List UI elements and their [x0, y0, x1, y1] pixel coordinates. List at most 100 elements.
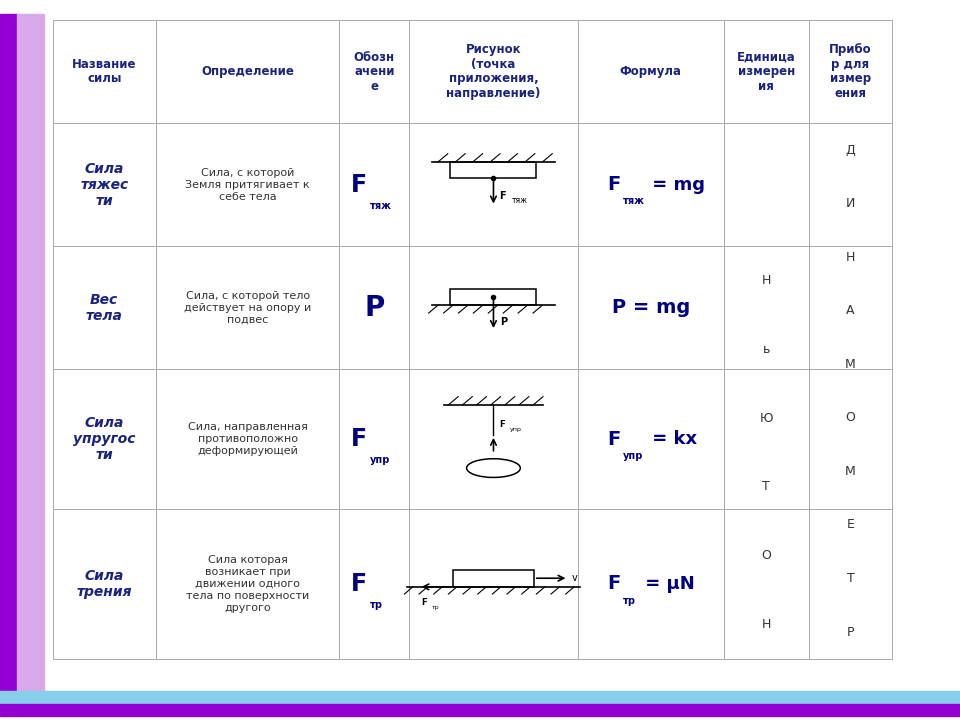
Text: F: F — [350, 572, 367, 596]
Text: Сила, с которой тело
действует на опору и
подвес: Сила, с которой тело действует на опору … — [184, 291, 311, 325]
Text: v: v — [572, 573, 578, 583]
Bar — [53, 369, 156, 509]
Text: Формула: Формула — [619, 66, 682, 78]
Bar — [53, 509, 156, 659]
Text: Н: Н — [846, 251, 855, 264]
Text: О: О — [846, 411, 855, 424]
Bar — [578, 246, 724, 369]
Bar — [409, 246, 578, 369]
Bar — [156, 20, 340, 123]
Text: упр: упр — [623, 451, 643, 461]
Text: О: О — [761, 549, 771, 562]
Bar — [808, 20, 892, 123]
Text: = mg: = mg — [646, 176, 705, 194]
Text: P: P — [500, 318, 508, 328]
Bar — [156, 509, 340, 659]
Bar — [409, 509, 578, 659]
Text: = kx: = kx — [646, 431, 697, 449]
Bar — [156, 123, 340, 246]
Text: А: А — [846, 305, 854, 318]
Bar — [340, 123, 409, 246]
Text: тяж: тяж — [512, 196, 528, 205]
Text: упр: упр — [370, 455, 390, 465]
Text: Сила которая
возникает при
движении одного
тела по поверхности
другого: Сила которая возникает при движении одно… — [186, 555, 309, 613]
Text: Единица
измерен
ия: Единица измерен ия — [737, 50, 796, 93]
Text: тр: тр — [370, 600, 382, 610]
Text: Н: Н — [761, 274, 771, 287]
Text: упр: упр — [510, 427, 521, 432]
Bar — [578, 509, 724, 659]
Bar — [724, 123, 808, 246]
Bar — [340, 369, 409, 509]
Text: F: F — [421, 598, 427, 607]
Text: тр: тр — [623, 595, 636, 606]
Bar — [53, 123, 156, 246]
Text: Название
силы: Название силы — [72, 58, 136, 86]
Text: И: И — [846, 197, 855, 210]
Bar — [808, 246, 892, 369]
Text: Н: Н — [761, 618, 771, 631]
Bar — [340, 246, 409, 369]
Text: Сила, направленная
противоположно
деформирующей: Сила, направленная противоположно деформ… — [187, 423, 307, 456]
Text: F: F — [499, 420, 505, 429]
Bar — [53, 20, 156, 123]
Bar — [453, 570, 534, 587]
Bar — [724, 369, 808, 509]
Bar — [409, 369, 578, 509]
Bar — [724, 509, 808, 659]
Text: Ю: Ю — [759, 412, 773, 425]
Text: Сила, с которой
Земля притягивает к
себе тела: Сила, с которой Земля притягивает к себе… — [185, 168, 310, 202]
Bar — [724, 246, 808, 369]
Bar — [578, 123, 724, 246]
Text: Е: Е — [847, 518, 854, 531]
Bar — [724, 20, 808, 123]
Bar — [578, 369, 724, 509]
Text: F: F — [608, 175, 621, 194]
Text: Т: Т — [847, 572, 854, 585]
Text: Определение: Определение — [202, 66, 294, 78]
Text: М: М — [845, 358, 855, 371]
Bar — [808, 509, 892, 659]
Text: P: P — [364, 294, 384, 322]
Bar — [340, 509, 409, 659]
Text: тр: тр — [432, 605, 440, 610]
Text: Д: Д — [846, 143, 855, 156]
Text: Сила
упругос
ти: Сила упругос ти — [73, 416, 135, 462]
Bar — [340, 20, 409, 123]
Text: F: F — [350, 427, 367, 451]
Text: 42: 42 — [911, 690, 926, 703]
Text: Обозн
ачени
е: Обозн ачени е — [354, 50, 395, 93]
Text: тяж: тяж — [370, 201, 392, 211]
Text: Сила
тяжес
ти: Сила тяжес ти — [81, 161, 129, 208]
Bar — [156, 246, 340, 369]
Text: F: F — [608, 430, 621, 449]
Bar — [0, 691, 960, 704]
Text: Прибо
р для
измер
ения: Прибо р для измер ения — [829, 43, 872, 100]
Text: Вес
тела: Вес тела — [85, 293, 123, 323]
Text: Рисунок
(точка
приложения,
направление): Рисунок (точка приложения, направление) — [446, 43, 540, 100]
Bar — [808, 123, 892, 246]
Text: F: F — [499, 192, 506, 202]
Text: F: F — [608, 575, 621, 593]
Bar — [450, 289, 537, 305]
Text: ь: ь — [762, 343, 770, 356]
Bar — [156, 369, 340, 509]
Text: P = mg: P = mg — [612, 298, 690, 318]
Text: М: М — [845, 465, 855, 478]
Text: тяж: тяж — [623, 197, 645, 207]
Bar — [808, 369, 892, 509]
Ellipse shape — [467, 459, 520, 477]
Bar — [409, 20, 578, 123]
Text: Р: Р — [847, 626, 854, 639]
Bar — [450, 162, 537, 178]
Bar — [578, 20, 724, 123]
Bar — [17, 14, 44, 691]
Bar — [0, 704, 960, 716]
Bar — [0, 14, 17, 691]
Bar — [409, 123, 578, 246]
Text: F: F — [350, 173, 367, 197]
Bar — [53, 246, 156, 369]
Text: Т: Т — [762, 480, 770, 493]
Text: Сила
трения: Сила трения — [77, 569, 132, 599]
Text: = μN: = μN — [639, 575, 695, 593]
